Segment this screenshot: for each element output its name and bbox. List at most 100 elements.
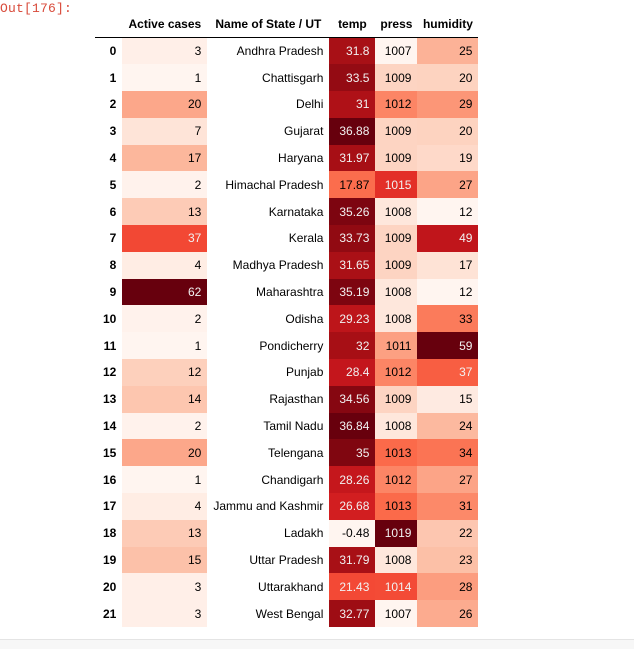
cell-state-name: Telengana	[268, 445, 324, 460]
cell-active-cases: 3	[122, 37, 208, 65]
table-row: 16 1 Chandigarh 28.26 1012 27	[95, 466, 479, 494]
row-index: 20	[103, 579, 117, 594]
cell-humidity: 28	[417, 573, 479, 601]
row-index: 5	[109, 177, 117, 192]
table-row: 0 3 Andhra Pradesh 31.8 1007 25	[95, 37, 479, 65]
cell-humidity: 17	[417, 251, 479, 279]
cell-temp: 28.4	[329, 359, 376, 386]
cell-active-cases: 1	[122, 332, 208, 360]
cell-active-cases: 14	[122, 385, 208, 413]
cell-humidity: 27	[417, 171, 479, 199]
cell-active-cases: 12	[122, 359, 208, 386]
table-row: 14 2 Tamil Nadu 36.84 1008 24	[95, 412, 479, 440]
cell-state-name: Andhra Pradesh	[236, 44, 324, 59]
cell-active-cases: 7	[122, 117, 208, 145]
cell-humidity: 24	[417, 412, 479, 440]
cell-active-cases: 2	[122, 171, 208, 199]
cell-humidity: 37	[417, 359, 479, 386]
column-header-humidity: humidity	[417, 11, 479, 38]
row-index: 4	[109, 151, 117, 166]
cell-press: 1009	[375, 117, 418, 145]
cell-temp: 36.88	[329, 117, 376, 145]
cell-humidity: 15	[417, 385, 479, 413]
cell-press: 1012	[375, 359, 418, 386]
table-row: 12 12 Punjab 28.4 1012 37	[95, 359, 479, 386]
cell-press: 1011	[375, 332, 418, 360]
cell-state-name: Haryana	[278, 151, 324, 166]
cell-state-name: Uttarakhand	[258, 579, 324, 594]
cell-active-cases: 17	[122, 144, 208, 172]
cell-state-name: Uttar Pradesh	[249, 553, 324, 568]
table-body: 0 3 Andhra Pradesh 31.8 1007 25 1 1 Chattisgarh 3…	[95, 37, 479, 628]
cell-temp: 26.68	[329, 493, 376, 520]
cell-humidity: 49	[417, 225, 479, 252]
cell-humidity: 33	[417, 305, 479, 333]
cell-press: 1008	[375, 546, 418, 574]
row-index: 19	[103, 553, 117, 568]
cell-temp: 32.77	[329, 600, 376, 628]
row-index: 7	[109, 231, 117, 246]
cell-temp: 31.97	[329, 144, 376, 172]
cell-active-cases: 37	[122, 225, 208, 252]
cell-active-cases: 13	[122, 198, 208, 226]
table-row: 8 4 Madhya Pradesh 31.65 1009 17	[95, 251, 479, 279]
cell-active-cases: 13	[122, 519, 208, 547]
column-header-temp: temp	[329, 11, 376, 38]
table-row: 6 13 Karnataka 35.26 1008 12	[95, 198, 479, 226]
row-index: 10	[103, 311, 117, 326]
row-index: 16	[103, 472, 117, 487]
cell-temp: 36.84	[329, 412, 376, 440]
cell-state-name: Rajasthan	[269, 392, 324, 407]
table-row: 18 13 Ladakh -0.48 1019 22	[95, 519, 479, 547]
table-row: 3 7 Gujarat 36.88 1009 20	[95, 117, 479, 145]
header-row: Active cases Name of State / UT temp pre…	[95, 11, 479, 38]
cell-state-name: Ladakh	[284, 526, 324, 541]
cell-active-cases: 3	[122, 600, 208, 628]
cell-state-name: Gujarat	[284, 124, 324, 139]
row-index: 3	[109, 124, 117, 139]
cell-press: 1009	[375, 251, 418, 279]
row-index: 14	[103, 419, 117, 434]
cell-temp: 17.87	[329, 171, 376, 199]
table-row: 20 3 Uttarakhand 21.43 1014 28	[95, 573, 479, 601]
cell-press: 1009	[375, 144, 418, 172]
index-header	[95, 11, 123, 38]
row-index: 17	[103, 499, 117, 514]
cell-press: 1014	[375, 573, 418, 601]
row-index: 9	[109, 285, 117, 300]
cell-temp: 35.19	[329, 278, 376, 306]
cell-state-name: Maharashtra	[256, 285, 324, 300]
cell-press: 1015	[375, 171, 418, 199]
cell-press: 1009	[375, 385, 418, 413]
cell-humidity: 25	[417, 37, 479, 65]
cell-temp: 34.56	[329, 385, 376, 413]
cell-active-cases: 2	[122, 412, 208, 440]
cell-press: 1009	[375, 225, 418, 252]
cell-temp: 32	[329, 332, 376, 360]
row-index: 15	[103, 445, 117, 460]
cell-press: 1013	[375, 439, 418, 467]
cell-humidity: 20	[417, 117, 479, 145]
row-index: 18	[103, 526, 117, 541]
cell-active-cases: 4	[122, 493, 208, 520]
cell-active-cases: 62	[122, 278, 208, 306]
cell-press: 1008	[375, 278, 418, 306]
cell-state-name: Karnataka	[268, 204, 324, 219]
cell-press: 1007	[375, 600, 418, 628]
column-header-state: Name of State / UT	[207, 11, 330, 38]
table-row: 7 37 Kerala 33.73 1009 49	[95, 225, 479, 252]
cell-humidity: 31	[417, 493, 479, 520]
row-index: 21	[103, 606, 117, 621]
table-row: 1 1 Chattisgarh 33.5 1009 20	[95, 64, 479, 92]
cell-temp: 31.8	[329, 37, 376, 65]
cell-active-cases: 1	[122, 64, 208, 92]
cell-state-name: Chandigarh	[261, 472, 324, 487]
cell-humidity: 12	[417, 278, 479, 306]
table-row: 2 20 Delhi 31 1012 29	[95, 91, 479, 118]
cell-press: 1013	[375, 493, 418, 520]
cell-state-name: Pondicherry	[259, 338, 324, 353]
cell-humidity: 19	[417, 144, 479, 172]
output-prompt: Out[176]:	[0, 1, 73, 16]
cell-press: 1019	[375, 519, 418, 547]
cell-active-cases: 4	[122, 251, 208, 279]
